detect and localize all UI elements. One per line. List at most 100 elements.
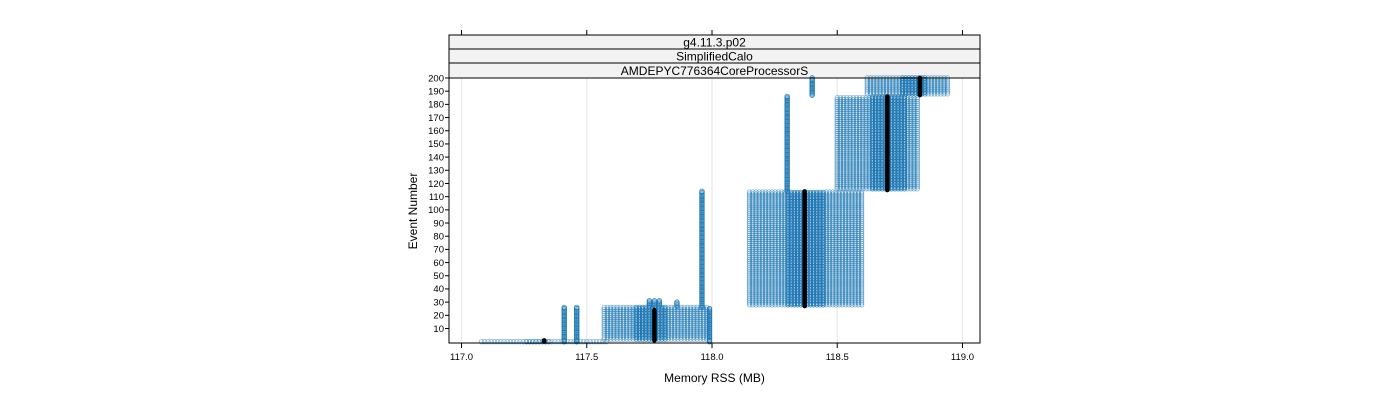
y-axis-title: Event Number	[406, 173, 420, 250]
y-tick-label-2: 30	[433, 297, 444, 308]
data-point-c0	[520, 338, 526, 345]
data-point-c3	[858, 234, 865, 241]
data-point-c3	[782, 294, 788, 300]
y-tick-label-12: 130	[428, 166, 444, 177]
data-point-c4	[914, 140, 920, 146]
data-point-col3	[651, 298, 658, 304]
y-tick-label-6: 70	[433, 245, 444, 256]
data-point-c0	[488, 338, 494, 345]
data-point-c4	[876, 95, 882, 102]
data-point-c4	[914, 148, 920, 154]
data-point-c4	[914, 160, 920, 166]
data-point-c1	[593, 338, 600, 345]
data-point-c4	[872, 97, 879, 103]
data-point-c3	[858, 264, 865, 270]
data-point-c1	[587, 338, 593, 345]
data-point-c5	[906, 78, 912, 84]
data-point-c4	[914, 164, 920, 170]
data-point-c4	[898, 95, 904, 102]
data-point-c4	[866, 186, 872, 192]
data-point-c3	[858, 244, 865, 251]
data-point-c3	[858, 215, 865, 221]
data-point-c3	[782, 262, 788, 268]
data-point-c5	[909, 78, 915, 84]
data-point-c2	[643, 307, 649, 314]
data-point-c5	[944, 85, 950, 91]
data-point-c4	[914, 128, 920, 135]
x-tick-label-2: 118.0	[700, 352, 723, 363]
data-point-c2	[643, 304, 649, 311]
data-point-c4	[914, 158, 920, 164]
data-point-c2	[633, 306, 639, 312]
data-point-c4	[914, 142, 920, 148]
y-tick-label-16: 170	[428, 113, 444, 124]
data-point-c3	[791, 192, 798, 199]
data-point-c3	[794, 192, 801, 199]
data-point-c4	[866, 138, 872, 144]
data-point-c4	[914, 144, 920, 150]
data-point-c5	[944, 83, 950, 89]
data-point-c4	[866, 122, 872, 129]
data-point-c3	[858, 203, 865, 209]
data-point-c4	[914, 118, 920, 125]
y-tick-label-10: 110	[429, 192, 444, 203]
data-point-c5	[899, 78, 906, 84]
data-point-c2	[643, 306, 649, 312]
data-point-c3	[858, 238, 865, 245]
data-point-c3	[820, 189, 826, 196]
strip-2-label: SimplifiedCalo	[676, 50, 753, 64]
data-point-c4	[876, 97, 882, 103]
data-point-c3	[858, 199, 865, 205]
data-point-c3	[785, 191, 791, 197]
data-point-c4	[879, 95, 885, 102]
data-point-c3	[858, 226, 865, 233]
data-point-c3	[858, 209, 865, 215]
data-point-c0	[504, 338, 510, 345]
data-point-c3	[810, 191, 817, 197]
data-point-c4	[914, 180, 920, 186]
data-point-c2	[659, 307, 665, 314]
data-point-c4	[914, 156, 920, 162]
data-point-c4	[914, 178, 920, 184]
data-point-c0	[510, 338, 517, 345]
data-point-c3	[858, 272, 865, 278]
data-point-c4	[892, 97, 898, 103]
data-point-c3	[858, 282, 865, 288]
plot-panel	[448, 77, 981, 344]
data-point-c3	[807, 191, 814, 197]
data-point-c4	[879, 97, 885, 103]
data-point-c3	[782, 215, 788, 221]
data-point-c0	[526, 338, 533, 345]
data-point-c5	[896, 91, 902, 97]
data-point-c4	[914, 132, 920, 139]
data-point-c0	[501, 338, 507, 345]
data-point-c3	[858, 195, 865, 201]
data-point-c4	[914, 106, 920, 113]
data-point-c1	[552, 338, 558, 345]
data-point-c3	[858, 298, 865, 304]
data-point-c1	[548, 338, 555, 345]
data-point-c3	[858, 252, 865, 259]
data-point-c3	[858, 242, 865, 249]
summary-segments	[541, 75, 923, 344]
y-tick-label-19: 200	[428, 73, 444, 84]
data-point-c2	[633, 304, 639, 311]
data-point-c3	[782, 199, 788, 205]
data-point-c3	[858, 201, 865, 207]
data-point-c4	[914, 136, 920, 143]
y-tick-label-3: 40	[433, 284, 444, 295]
data-point-c3	[858, 219, 865, 225]
data-point-c3	[858, 258, 865, 264]
data-point-c4	[901, 95, 908, 102]
y-tick-label-1: 20	[433, 311, 444, 322]
data-point-c0	[507, 338, 514, 345]
data-point-c3	[858, 290, 865, 296]
data-point-c1	[590, 338, 596, 345]
data-point-c4	[914, 97, 920, 103]
strip-group: g4.11.3.p02 SimplifiedCalo AMDEPYC776364…	[448, 34, 981, 79]
data-point-c0	[491, 338, 498, 345]
data-point-c3	[814, 189, 820, 196]
data-point-c5	[912, 76, 918, 83]
data-point-c3	[858, 230, 865, 237]
